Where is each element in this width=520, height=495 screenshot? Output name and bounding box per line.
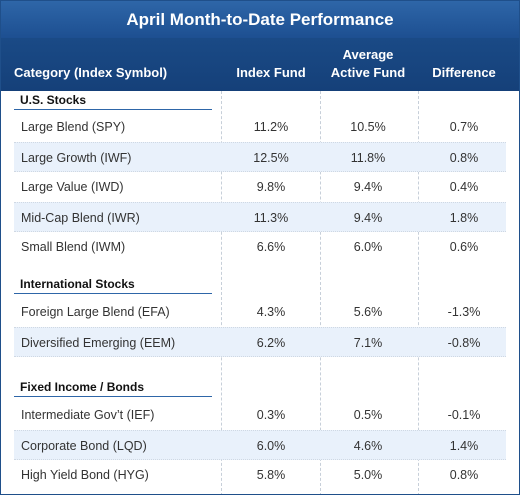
section-title: Fixed Income / Bonds: [20, 380, 145, 394]
row-difference: 0.6%: [449, 240, 479, 254]
row-active-fund: 0.5%: [353, 408, 383, 422]
row-active-fund: 11.8%: [350, 151, 386, 165]
row-index-fund: 12.5%: [253, 151, 289, 165]
column-divider: [320, 91, 321, 494]
row-index-fund: 11.2%: [253, 120, 289, 134]
row-difference: 0.7%: [449, 120, 479, 134]
row-difference: 1.8%: [449, 211, 479, 225]
row-category: Corporate Bond (LQD): [21, 439, 147, 453]
header-active-fund: Average Active Fund: [319, 46, 417, 82]
header-index-fund: Index Fund: [236, 65, 306, 80]
row-active-fund: 9.4%: [353, 211, 383, 225]
row-index-fund: 9.8%: [256, 180, 286, 194]
row-category: Large Value (IWD): [21, 180, 124, 194]
row-active-fund: 6.0%: [353, 240, 383, 254]
row-index-fund: 0.3%: [256, 408, 286, 422]
row-category: Mid-Cap Blend (IWR): [21, 211, 140, 225]
row-category: Small Blend (IWM): [21, 240, 126, 254]
row-index-fund: 5.8%: [256, 468, 286, 482]
section-rule: [14, 293, 212, 294]
row-active-fund: 5.6%: [353, 305, 383, 319]
row-category: Large Growth (IWF): [21, 151, 132, 165]
row-difference: 0.8%: [449, 151, 479, 165]
row-index-fund: 6.6%: [256, 240, 286, 254]
row-index-fund: 6.2%: [256, 336, 286, 350]
table-row: Large Growth (IWF) 12.5% 11.8% 0.8%: [14, 142, 506, 172]
row-difference: -0.8%: [447, 336, 481, 350]
row-category: High Yield Bond (HYG): [21, 468, 149, 482]
section-rule: [14, 109, 212, 110]
header-active-fund-line1: Average: [342, 47, 394, 62]
row-active-fund: 10.5%: [350, 120, 386, 134]
row-category: Intermediate Gov’t (IEF): [21, 408, 155, 422]
column-divider: [418, 91, 419, 494]
table-title: April Month-to-Date Performance: [1, 1, 519, 38]
row-category: Diversified Emerging (EEM): [21, 336, 176, 350]
row-index-fund: 11.3%: [253, 211, 289, 225]
header-category: Category (Index Symbol): [14, 65, 168, 80]
row-category: Foreign Large Blend (EFA): [21, 305, 170, 319]
row-active-fund: 4.6%: [353, 439, 383, 453]
row-difference: 0.4%: [449, 180, 479, 194]
section-title: U.S. Stocks: [20, 93, 87, 107]
table-row: Corporate Bond (LQD) 6.0% 4.6% 1.4%: [14, 430, 506, 460]
row-difference: 0.8%: [449, 468, 479, 482]
column-divider: [221, 91, 222, 494]
row-active-fund: 5.0%: [353, 468, 383, 482]
table-row: High Yield Bond (HYG) 5.8% 5.0% 0.8%: [14, 460, 506, 490]
row-difference: 1.4%: [449, 439, 479, 453]
table-row: Large Value (IWD) 9.8% 9.4% 0.4%: [14, 172, 506, 202]
table-row: Foreign Large Blend (EFA) 4.3% 5.6% -1.3%: [14, 297, 506, 327]
header-difference: Difference: [432, 65, 496, 80]
table-row: Small Blend (IWM) 6.6% 6.0% 0.6%: [14, 232, 506, 262]
table-row: Large Blend (SPY) 11.2% 10.5% 0.7%: [14, 112, 506, 142]
row-category: Large Blend (SPY): [21, 120, 126, 134]
row-index-fund: 6.0%: [256, 439, 286, 453]
section-rule: [14, 396, 212, 397]
table-header: Category (Index Symbol) Index Fund Avera…: [1, 38, 519, 91]
header-active-fund-line2: Active Fund: [330, 65, 406, 80]
table-row: Diversified Emerging (EEM) 6.2% 7.1% -0.8%: [14, 327, 506, 357]
table-row: Mid-Cap Blend (IWR) 11.3% 9.4% 1.8%: [14, 202, 506, 232]
row-active-fund: 9.4%: [353, 180, 383, 194]
row-active-fund: 7.1%: [353, 336, 383, 350]
row-difference: -0.1%: [447, 408, 481, 422]
table-row: Intermediate Gov’t (IEF) 0.3% 0.5% -0.1%: [14, 400, 506, 430]
row-difference: -1.3%: [447, 305, 481, 319]
row-index-fund: 4.3%: [256, 305, 286, 319]
section-title: International Stocks: [20, 277, 135, 291]
